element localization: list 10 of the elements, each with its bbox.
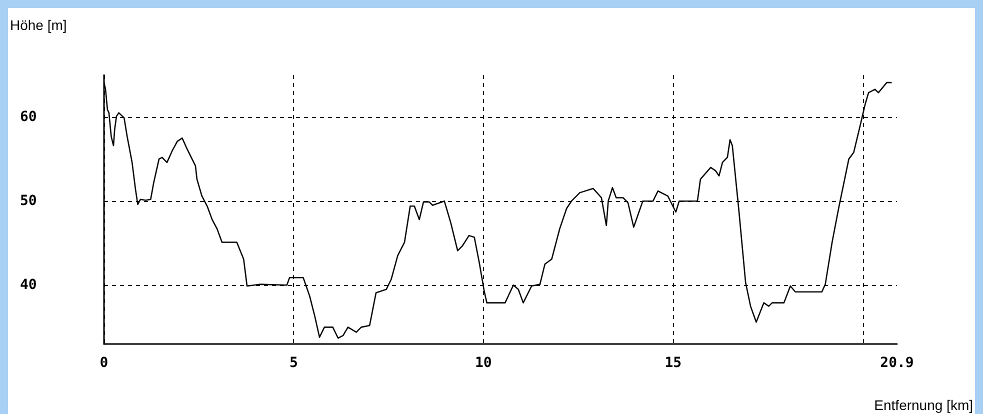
x-tick-label: 0	[100, 355, 108, 371]
x-axis-title: Entfernung [km]	[874, 397, 973, 413]
x-tick-label: 20.9	[880, 355, 914, 371]
y-tick-label: 60	[20, 109, 37, 126]
x-tick-label: 5	[289, 355, 298, 371]
y-tick-label: 50	[20, 193, 37, 210]
x-tick-label: 15	[664, 355, 682, 371]
y-axis-title: Höhe [m]	[10, 17, 67, 33]
x-tick-label: 10	[474, 355, 492, 371]
y-tick-label: 40	[20, 277, 37, 294]
